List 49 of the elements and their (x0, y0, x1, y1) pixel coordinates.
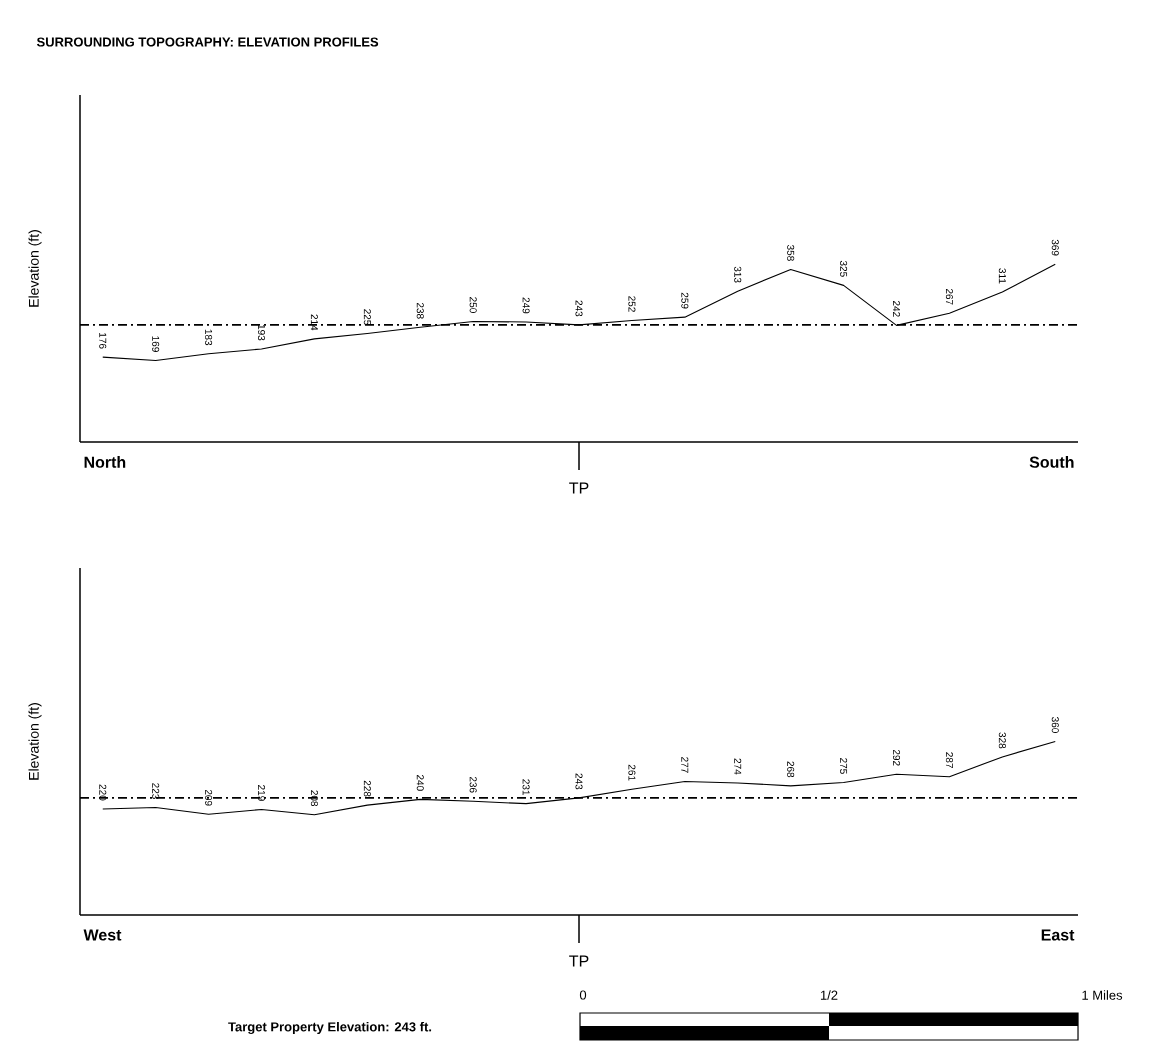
text: TP (569, 955, 589, 967)
y-axis-title: Elevation (ft) (28, 703, 42, 780)
text: East (1041, 929, 1075, 941)
data-label: 287 (945, 752, 953, 768)
chart-title: SURROUNDING TOPOGRAPHY: ELEVATION PROFILES (36, 37, 379, 47)
data-label: 292 (892, 749, 901, 766)
text: 1/2 (820, 990, 838, 1000)
text: TP (569, 482, 589, 494)
data-label: 208 (310, 790, 318, 807)
data-label: 369 (1051, 239, 1059, 256)
data-label: 268 (787, 761, 795, 778)
y-axis-title: Elevation (ft) (28, 230, 42, 307)
text: West (83, 929, 122, 941)
data-label: 219 (257, 785, 266, 801)
data-label: 274 (734, 758, 742, 775)
data-label: 259 (681, 292, 689, 309)
data-label: 360 (1051, 716, 1059, 733)
data-label: 325 (840, 260, 848, 277)
text: South (1029, 456, 1074, 468)
data-label: 243 (575, 773, 583, 790)
data-label: 243 (575, 300, 583, 317)
data-label: 328 (998, 732, 1006, 749)
data-label: 311 (998, 268, 1006, 284)
text: 1 Miles (1082, 990, 1123, 1000)
data-label: 176 (99, 333, 107, 349)
text: 0 (579, 990, 587, 1000)
data-label: 249 (522, 297, 530, 314)
data-label: 261 (628, 764, 636, 781)
data-label: 267 (945, 288, 953, 305)
data-label: 183 (205, 329, 213, 346)
data-label: 228 (363, 780, 371, 797)
data-label: 242 (893, 300, 900, 317)
text: Target Property Elevation: 243 ft. (228, 1021, 432, 1035)
data-label: 275 (840, 758, 848, 774)
data-label: 358 (787, 244, 795, 261)
data-label: 209 (205, 789, 213, 806)
text: North (84, 456, 126, 468)
data-label: 277 (681, 757, 689, 773)
data-label: 250 (469, 297, 477, 313)
data-label: 238 (416, 302, 424, 319)
data-label: 240 (416, 774, 424, 791)
data-label: 220 (99, 784, 107, 801)
data-label: 313 (734, 266, 742, 283)
data-label: 252 (628, 296, 636, 312)
data-label: 236 (469, 776, 477, 793)
data-label: 193 (257, 324, 266, 341)
data-label: 231 (522, 779, 530, 795)
data-label: 169 (152, 336, 160, 352)
data-label: 214 (310, 314, 318, 331)
